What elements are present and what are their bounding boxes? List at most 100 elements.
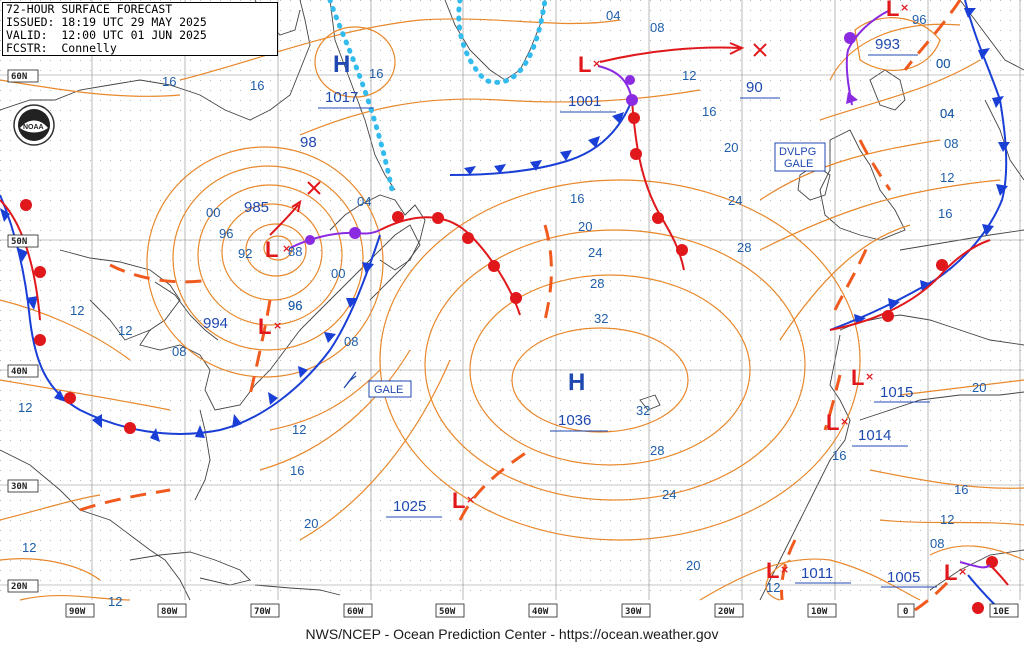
- coastlines: [0, 0, 1024, 601]
- isobar-label: 96: [219, 226, 233, 241]
- isobar-label: 04: [940, 106, 954, 121]
- latitude-labels: 60N 50N 40N 30N 20N: [7, 69, 39, 593]
- isobar-label: 00: [206, 205, 220, 220]
- lon-label: 70W: [254, 607, 271, 617]
- isobar-label: 96: [288, 298, 302, 313]
- pressure-label-90: 90: [746, 79, 763, 96]
- isobar-label: 16: [938, 206, 952, 221]
- isobar-label: 20: [724, 140, 738, 155]
- isobar-label: 20: [972, 380, 986, 395]
- isobar-label: 04: [940, 106, 954, 121]
- forecast-position-marks: [307, 43, 767, 195]
- isobar-label: 08: [344, 334, 358, 349]
- isobar-label: 24: [662, 487, 676, 502]
- low-center-994: L × 994: [203, 314, 282, 339]
- ice-edge: [327, 0, 548, 198]
- troughs: [79, 0, 962, 612]
- isobar-label: 28: [590, 276, 604, 291]
- isobar-label: 16: [954, 482, 968, 497]
- low-pressure-label: 993: [875, 36, 900, 53]
- gale-warning-label: GALE: [374, 384, 403, 396]
- lat-label: 30N: [11, 482, 27, 492]
- isobar-label: 16: [250, 78, 264, 93]
- forecast-header: 72-HOUR SURFACE FORECAST ISSUED: 18:19 U…: [2, 2, 278, 56]
- lat-label: 20N: [11, 582, 27, 592]
- isobar-label: 08: [172, 344, 186, 359]
- isobar-label: 24: [588, 245, 602, 260]
- low-x-mark: ×: [900, 1, 909, 14]
- header-title: 72-HOUR SURFACE FORECAST: [6, 2, 173, 16]
- low-center-1011: L × 1011: [766, 558, 851, 584]
- isobar-label: 88: [288, 244, 302, 259]
- low-pressure-label: 1011: [801, 565, 833, 582]
- lon-label: 40W: [532, 607, 549, 617]
- low-symbol: L: [851, 365, 864, 390]
- isobar-label: 32: [594, 311, 608, 326]
- isobar-label: 16: [290, 463, 304, 478]
- low-pressure-label: 1014: [858, 427, 891, 444]
- lat-label: 50N: [11, 237, 27, 247]
- low-x-mark: ×: [780, 563, 789, 576]
- low-center-1014: L × 1014: [826, 410, 908, 447]
- isobar-label: 12: [292, 422, 306, 437]
- low-x-mark: ×: [592, 57, 601, 70]
- isobar-label: 24: [728, 193, 742, 208]
- isobar-label: 08: [650, 20, 664, 35]
- longitude-labels: 90W 80W 70W 60W 50W 40W 30W 20W 10W 0 10…: [65, 603, 1019, 618]
- low-x-mark: ×: [273, 319, 282, 332]
- isobar-label: 04: [606, 8, 620, 23]
- dvlpg-label: DVLPG: [779, 146, 816, 158]
- low-pressure-label: 1005: [887, 569, 920, 586]
- low-x-mark: ×: [958, 565, 967, 578]
- header-issued: ISSUED: 18:19 UTC 29 MAY 2025: [6, 15, 207, 29]
- low-pressure-label: 985: [244, 199, 269, 216]
- gale-warning: GALE: [343, 371, 412, 398]
- noaa-logo: NOAA: [13, 104, 55, 146]
- low-x-mark: ×: [840, 415, 849, 428]
- isobar-label: 32: [636, 403, 650, 418]
- low-symbol: L: [886, 0, 899, 21]
- lon-label: 0: [903, 607, 908, 617]
- developing-gale-warning: DVLPG GALE: [774, 142, 826, 172]
- cold-front-barbs: [0, 8, 1010, 442]
- isobar-label: 00: [936, 56, 950, 71]
- low-symbol: L: [578, 52, 591, 77]
- noaa-logo-text: NOAA: [23, 124, 44, 131]
- lon-label: 60W: [347, 607, 364, 617]
- isobar-label: 96: [288, 298, 302, 313]
- header-valid: VALID: 12:00 UTC 01 JUN 2025: [6, 28, 207, 42]
- footer-credit: NWS/NCEP - Ocean Prediction Center - htt…: [0, 627, 1024, 652]
- isobar-label: 16: [832, 448, 846, 463]
- lat-label: 60N: [11, 72, 27, 82]
- low-center-1015: L × 1015: [851, 365, 930, 403]
- low-symbol: L: [258, 314, 271, 339]
- isobar-label: 04: [357, 194, 371, 209]
- low-symbol: L: [826, 410, 839, 435]
- isobar-label: 16: [702, 104, 716, 119]
- low-center-1001: L × 1001: [560, 52, 616, 113]
- pressure-label-98: 98: [300, 134, 317, 151]
- isobar-label: 12: [18, 400, 32, 415]
- high-pressure-label: 1036: [558, 412, 591, 429]
- footer-credit-text: NWS/NCEP - Ocean Prediction Center - htt…: [305, 626, 719, 642]
- occluded-front-symbols: [305, 32, 858, 245]
- high-pressure-label: 1017: [325, 89, 358, 106]
- header-forecaster: FCSTR: Connelly: [6, 41, 117, 55]
- low-center-1005: L × 1005: [881, 560, 967, 588]
- isobar-label: 12: [70, 303, 84, 318]
- storm-tracks: [269, 42, 745, 236]
- low-pressure-label: 1015: [880, 384, 913, 401]
- lon-label: 10W: [811, 607, 828, 617]
- isobar-label: 20: [578, 219, 592, 234]
- low-x-mark: ×: [865, 370, 874, 383]
- isobar-label: 12: [940, 512, 954, 527]
- high-center-1036: H 1036: [550, 369, 608, 432]
- isobar-label: 96: [912, 12, 926, 27]
- isobar-label: 16: [162, 74, 176, 89]
- wind-barb-icon: [343, 371, 357, 389]
- low-symbol: L: [944, 560, 957, 585]
- isobar-label: 08: [930, 536, 944, 551]
- isobar-label: 20: [304, 516, 318, 531]
- isobar-label: 12: [766, 580, 780, 595]
- dvlpg-gale-label: GALE: [784, 158, 813, 170]
